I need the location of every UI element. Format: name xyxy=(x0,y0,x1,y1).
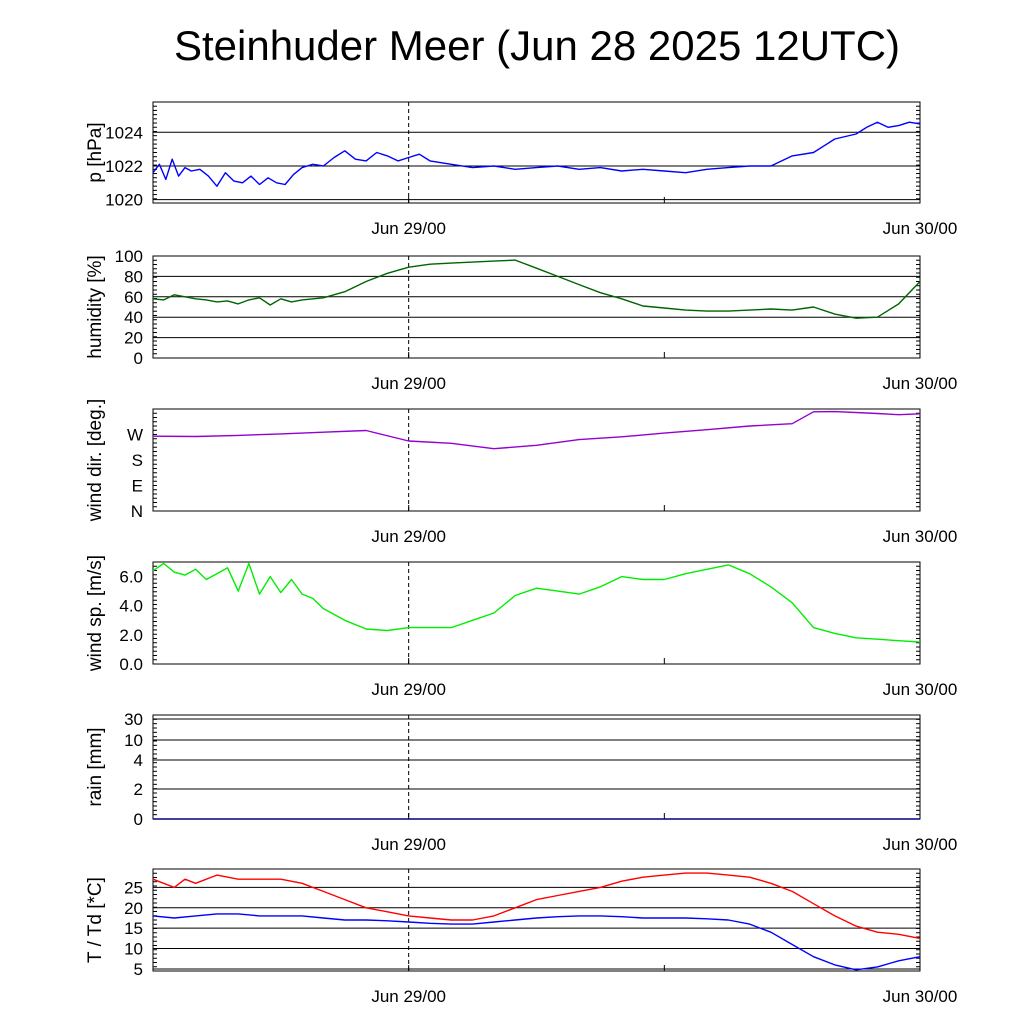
panel-frame xyxy=(152,868,921,972)
y-axis-label: wind dir. [deg.] xyxy=(85,399,106,523)
y-tick-label: 6.0 xyxy=(119,568,143,587)
chart-title: Steinhuder Meer (Jun 28 2025 12UTC) xyxy=(173,22,901,69)
y-axis-label: humidity [%] xyxy=(85,255,106,358)
y-tick-label: 100 xyxy=(115,247,143,266)
y-tick-label: 4 xyxy=(134,751,143,770)
y-tick-label: 60 xyxy=(124,288,143,307)
y-tick-label: 15 xyxy=(124,919,143,938)
y-tick-label: 0 xyxy=(134,810,143,829)
panel-frame xyxy=(152,408,921,512)
x-tick-label: Jun 30/00 xyxy=(883,527,958,546)
y-tick-label: E xyxy=(132,477,143,496)
series-line xyxy=(152,259,921,319)
y-axis-label: rain [mm] xyxy=(85,727,106,806)
y-tick-label: 1020 xyxy=(105,191,143,210)
x-tick-label: Jun 30/00 xyxy=(883,374,958,393)
series-line xyxy=(152,562,921,643)
panel-frame xyxy=(152,714,921,820)
x-tick-label: Jun 30/00 xyxy=(883,680,958,699)
x-tick-label: Jun 30/00 xyxy=(883,219,958,238)
y-tick-label: W xyxy=(127,426,143,445)
x-tick-label: Jun 29/00 xyxy=(371,680,446,699)
y-tick-label: 25 xyxy=(124,878,143,897)
y-tick-label: 40 xyxy=(124,308,143,327)
y-tick-label: 1024 xyxy=(105,123,143,142)
x-tick-label: Jun 29/00 xyxy=(371,527,446,546)
series-line xyxy=(152,913,921,971)
x-tick-label: Jun 29/00 xyxy=(371,987,446,1006)
y-axis-label: wind sp. [m/s] xyxy=(85,555,106,672)
y-tick-label: 10 xyxy=(124,731,143,750)
y-tick-label: 2.0 xyxy=(119,626,143,645)
panel-frame xyxy=(152,561,921,665)
x-tick-label: Jun 29/00 xyxy=(371,374,446,393)
y-tick-label: 1022 xyxy=(105,157,143,176)
y-tick-label: 20 xyxy=(124,329,143,348)
y-tick-label: 20 xyxy=(124,899,143,918)
y-tick-label: 30 xyxy=(124,710,143,729)
x-tick-label: Jun 30/00 xyxy=(883,987,958,1006)
series-line xyxy=(152,410,921,450)
x-tick-label: Jun 30/00 xyxy=(883,835,958,854)
y-tick-label: 2 xyxy=(134,780,143,799)
panel-frame xyxy=(152,255,921,359)
series-line xyxy=(152,872,921,940)
x-tick-label: Jun 29/00 xyxy=(371,835,446,854)
y-tick-label: S xyxy=(132,451,143,470)
y-tick-label: 0.0 xyxy=(119,655,143,674)
y-tick-label: 80 xyxy=(124,267,143,286)
x-tick-label: Jun 29/00 xyxy=(371,219,446,238)
y-tick-label: 10 xyxy=(124,940,143,959)
y-tick-label: 5 xyxy=(134,960,143,979)
panel-frame xyxy=(152,101,921,204)
y-tick-label: N xyxy=(131,502,143,521)
series-line xyxy=(152,121,921,187)
y-axis-label: T / Td [*C] xyxy=(85,877,106,963)
y-tick-label: 4.0 xyxy=(119,597,143,616)
y-axis-label: p [hPa] xyxy=(85,122,106,182)
y-tick-label: 0 xyxy=(134,349,143,368)
